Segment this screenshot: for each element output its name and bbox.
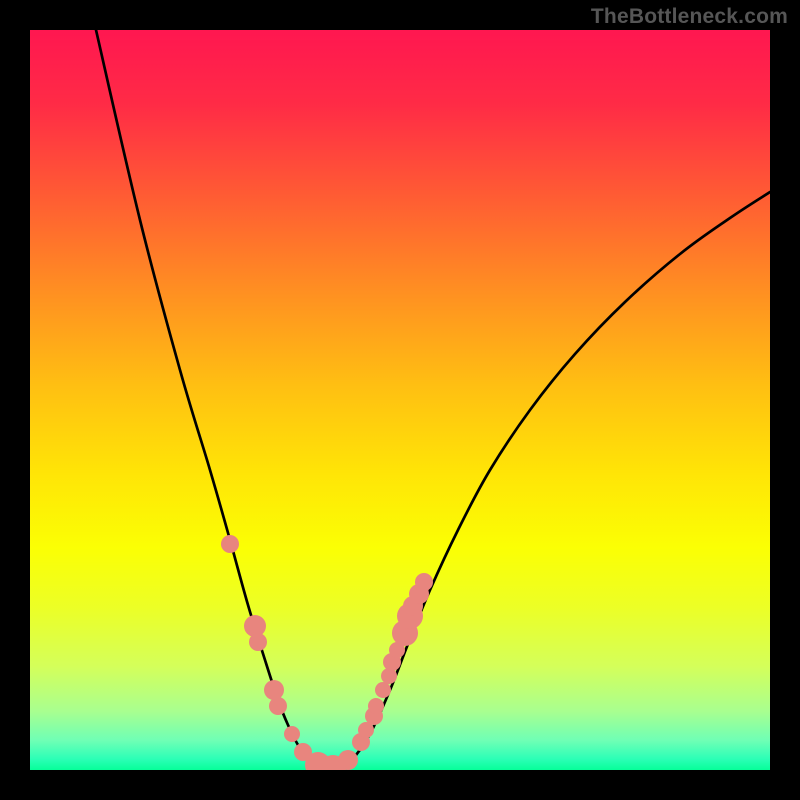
chart-frame: TheBottleneck.com bbox=[0, 0, 800, 800]
data-marker bbox=[338, 750, 358, 770]
right-curve bbox=[330, 192, 770, 768]
data-marker bbox=[284, 726, 300, 742]
data-markers bbox=[221, 535, 433, 770]
plot-area bbox=[30, 30, 770, 770]
data-marker bbox=[249, 633, 267, 651]
left-curve bbox=[96, 30, 330, 768]
data-marker bbox=[221, 535, 239, 553]
data-marker bbox=[368, 698, 384, 714]
curve-layer bbox=[30, 30, 770, 770]
watermark-text: TheBottleneck.com bbox=[591, 5, 788, 29]
data-marker bbox=[269, 697, 287, 715]
data-marker bbox=[264, 680, 284, 700]
data-marker bbox=[415, 573, 433, 591]
data-marker bbox=[375, 682, 391, 698]
